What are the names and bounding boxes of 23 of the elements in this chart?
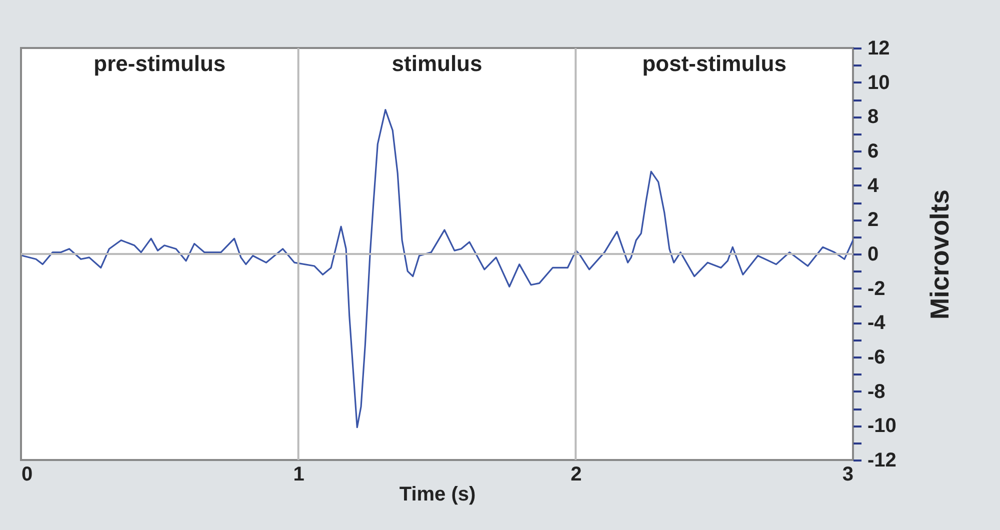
y-tick-label: -10 [868, 415, 896, 438]
annotation: stimulus [392, 51, 482, 76]
y-tick-label: -8 [868, 380, 886, 403]
x-tick-label: 3 [842, 464, 854, 486]
y-tick-label: 2 [868, 209, 879, 232]
annotation: pre-stimulus [94, 51, 226, 76]
y-axis-title: Microvolts [924, 189, 954, 320]
x-tick-label: 1 [293, 464, 304, 486]
y-tick-label: -4 [868, 312, 886, 334]
annotation: post-stimulus [642, 51, 786, 76]
y-tick-label: 8 [868, 106, 879, 128]
x-tick-label: 0 [22, 464, 33, 486]
x-tick-label: 2 [570, 464, 582, 486]
y-tick-label: 10 [868, 72, 890, 94]
y-tick-label: -2 [868, 278, 886, 300]
y-tick-label: 6 [868, 140, 879, 162]
line-series [22, 109, 853, 428]
x-axis-title: Time (s) [399, 484, 476, 506]
y-tick-label: -12 [868, 450, 896, 472]
y-tick-label: 12 [868, 38, 890, 60]
y-tick-label: 4 [868, 174, 880, 197]
y-tick-label: 0 [868, 244, 879, 266]
y-tick-label: -6 [868, 346, 886, 368]
